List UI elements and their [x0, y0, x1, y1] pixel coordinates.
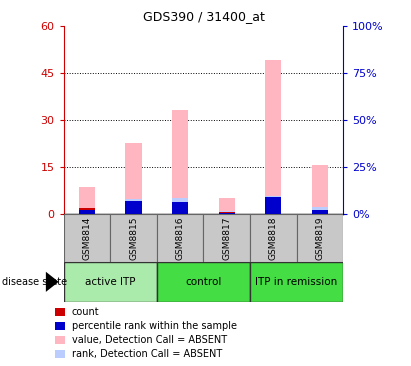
Bar	[79, 209, 95, 214]
Bar	[110, 214, 157, 262]
Bar	[172, 198, 188, 214]
Bar	[312, 210, 328, 214]
Bar	[125, 213, 142, 214]
Bar	[219, 198, 235, 214]
Text: value, Detection Call = ABSENT: value, Detection Call = ABSENT	[72, 335, 227, 345]
Bar	[172, 209, 188, 214]
Polygon shape	[46, 272, 59, 292]
Title: GDS390 / 31400_at: GDS390 / 31400_at	[143, 10, 264, 23]
Text: GSM8817: GSM8817	[222, 216, 231, 259]
Bar	[250, 262, 343, 302]
Bar	[125, 201, 142, 214]
Bar	[172, 111, 188, 214]
Bar	[312, 206, 328, 214]
Bar	[64, 214, 110, 262]
Bar	[172, 202, 188, 214]
Bar	[265, 196, 282, 214]
Bar	[203, 214, 250, 262]
Bar	[157, 262, 250, 302]
Text: GSM8814: GSM8814	[83, 216, 92, 259]
Bar	[157, 214, 203, 262]
Text: ITP in remission: ITP in remission	[256, 277, 338, 287]
Bar	[312, 165, 328, 214]
Text: GSM8819: GSM8819	[315, 216, 324, 259]
Text: count: count	[72, 307, 99, 317]
Bar	[125, 143, 142, 214]
Text: rank, Detection Call = ABSENT: rank, Detection Call = ABSENT	[72, 348, 222, 359]
Bar	[265, 213, 282, 214]
Bar	[265, 60, 282, 214]
Bar	[219, 213, 235, 214]
Bar	[219, 212, 235, 214]
Text: GSM8818: GSM8818	[269, 216, 278, 259]
Bar	[312, 213, 328, 214]
Bar	[79, 210, 95, 214]
Text: active ITP: active ITP	[85, 277, 136, 287]
Bar	[125, 199, 142, 214]
Bar	[219, 211, 235, 214]
Bar	[64, 262, 157, 302]
Bar	[297, 214, 343, 262]
Bar	[250, 214, 297, 262]
Text: GSM8816: GSM8816	[175, 216, 185, 259]
Bar	[265, 197, 282, 214]
Text: disease state: disease state	[2, 277, 67, 287]
Text: control: control	[185, 277, 222, 287]
Text: percentile rank within the sample: percentile rank within the sample	[72, 321, 237, 331]
Bar	[79, 208, 95, 214]
Text: GSM8815: GSM8815	[129, 216, 138, 259]
Bar	[79, 187, 95, 214]
